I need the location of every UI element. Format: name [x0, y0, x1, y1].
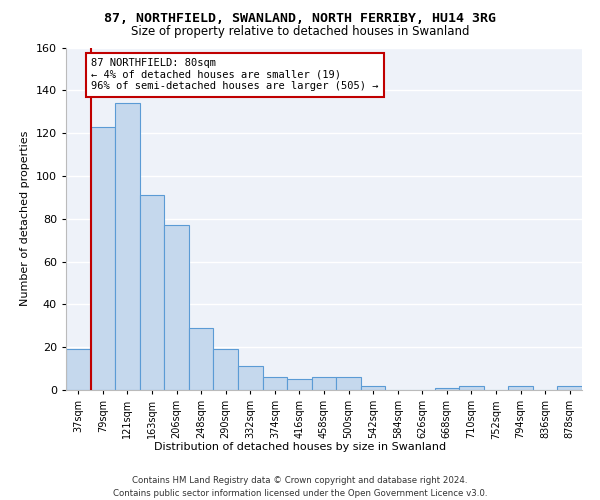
Bar	[140, 195, 164, 390]
Bar	[287, 380, 312, 390]
Bar	[312, 377, 336, 390]
Bar	[434, 388, 459, 390]
Bar	[459, 386, 484, 390]
Bar	[66, 350, 91, 390]
Bar	[361, 386, 385, 390]
Bar	[189, 328, 214, 390]
Bar	[115, 103, 140, 390]
Y-axis label: Number of detached properties: Number of detached properties	[20, 131, 30, 306]
Bar	[214, 350, 238, 390]
Text: Distribution of detached houses by size in Swanland: Distribution of detached houses by size …	[154, 442, 446, 452]
Bar	[557, 386, 582, 390]
Bar	[263, 377, 287, 390]
Text: 87, NORTHFIELD, SWANLAND, NORTH FERRIBY, HU14 3RG: 87, NORTHFIELD, SWANLAND, NORTH FERRIBY,…	[104, 12, 496, 26]
Bar	[91, 126, 115, 390]
Text: 87 NORTHFIELD: 80sqm
← 4% of detached houses are smaller (19)
96% of semi-detach: 87 NORTHFIELD: 80sqm ← 4% of detached ho…	[91, 58, 379, 92]
Bar	[238, 366, 263, 390]
Bar	[336, 377, 361, 390]
Bar	[508, 386, 533, 390]
Text: Contains public sector information licensed under the Open Government Licence v3: Contains public sector information licen…	[113, 489, 487, 498]
Bar	[164, 225, 189, 390]
Text: Size of property relative to detached houses in Swanland: Size of property relative to detached ho…	[131, 25, 469, 38]
Text: Contains HM Land Registry data © Crown copyright and database right 2024.: Contains HM Land Registry data © Crown c…	[132, 476, 468, 485]
